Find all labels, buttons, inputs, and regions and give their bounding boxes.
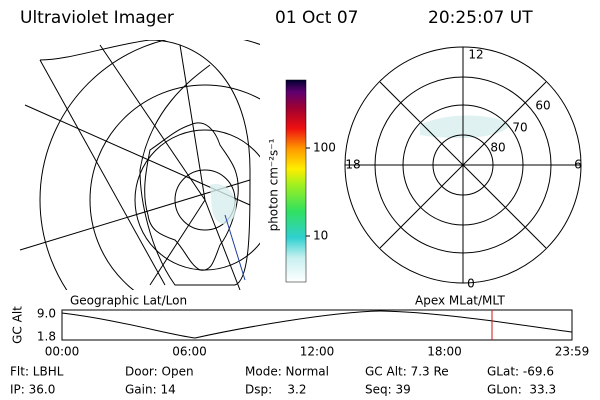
polar-label: 0 bbox=[467, 277, 475, 291]
timeline-xtick: 18:00 bbox=[427, 345, 462, 359]
altitude-curve bbox=[61, 310, 573, 339]
info-field: GC Alt: 7.3 Re bbox=[365, 365, 449, 379]
info-field: Gain: 14 bbox=[125, 383, 176, 397]
timeline-xtick: 06:00 bbox=[172, 345, 207, 359]
info-field: Seq: 39 bbox=[365, 383, 411, 397]
geographic-map bbox=[19, 40, 260, 290]
timeline-ylabel: GC Alt bbox=[11, 306, 25, 344]
timeline-ytick: 1.8 bbox=[37, 330, 56, 344]
ring-label: 80 bbox=[490, 141, 505, 155]
info-field: IP: 36.0 bbox=[10, 383, 55, 397]
info-field: Door: Open bbox=[125, 365, 194, 379]
timeline-frame bbox=[61, 309, 573, 341]
timeline-xtick: 00:00 bbox=[45, 345, 80, 359]
timeline-left-title: Geographic Lat/Lon bbox=[70, 294, 187, 308]
info-field: GLon: 33.3 bbox=[487, 383, 556, 397]
title: Ultraviolet Imager bbox=[20, 8, 174, 28]
timeline-ytick: 9.0 bbox=[37, 307, 56, 321]
info-field: GLat: -69.6 bbox=[487, 365, 554, 379]
colorbar bbox=[285, 79, 307, 283]
timeline-xtick: 12:00 bbox=[300, 345, 335, 359]
polar-plot bbox=[344, 46, 582, 284]
info-field: Dsp: 3.2 bbox=[245, 383, 307, 397]
info-field: Mode: Normal bbox=[245, 365, 329, 379]
info-field: Flt: LBHL bbox=[10, 365, 64, 379]
time: 20:25:07 UT bbox=[428, 8, 533, 28]
polar-label: 6 bbox=[574, 158, 582, 172]
date: 01 Oct 07 bbox=[275, 8, 358, 28]
timeline-right-title: Apex MLat/MLT bbox=[415, 294, 505, 308]
ring-label: 60 bbox=[535, 99, 550, 113]
colorbar-label: photon cm⁻²s⁻¹ bbox=[267, 138, 281, 231]
timeline-xtick: 23:59 bbox=[555, 345, 590, 359]
polar-label: 18 bbox=[345, 158, 360, 172]
colorbar-tick-label: 100 bbox=[313, 141, 336, 155]
polar-label: 12 bbox=[468, 48, 483, 62]
colorbar-tick-label: 10 bbox=[313, 229, 328, 243]
ring-label: 70 bbox=[512, 121, 527, 135]
